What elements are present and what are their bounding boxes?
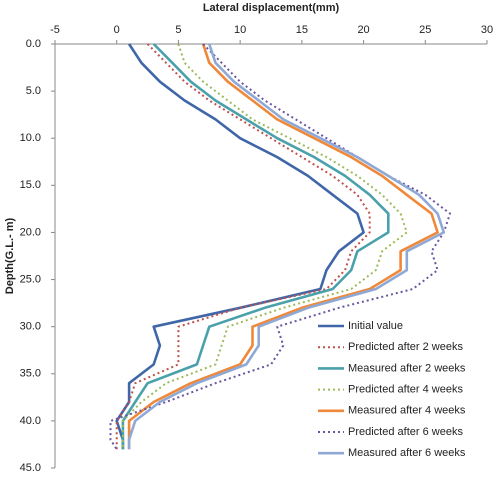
y-tick-label: 30.0 [20,321,41,333]
x-tick-label: 10 [234,24,246,36]
legend-label: Measured after 2 weeks [348,362,466,374]
y-tick-label: 15.0 [20,179,41,191]
series-line [115,43,371,450]
x-tick-label: 20 [357,24,369,36]
x-tick-label: 0 [114,24,120,36]
x-tick-label: 5 [175,24,181,36]
x-axis-title: Lateral displacement(mm) [203,2,340,14]
legend-label: Measured after 4 weeks [348,405,466,417]
x-tick-label: 30 [481,24,493,36]
x-tick-label: 25 [419,24,431,36]
y-tick-label: 35.0 [20,368,41,380]
y-tick-label: 10.0 [20,132,41,144]
x-tick-label: 15 [296,24,308,36]
y-tick-label: 40.0 [20,415,41,427]
legend-label: Predicted after 4 weeks [348,384,463,396]
legend-label: Measured after 6 weeks [348,447,466,459]
y-axis-title: Depth(G.L.- m) [4,217,16,294]
legend-label: Predicted after 6 weeks [348,426,463,438]
y-tick-label: 20.0 [20,226,41,238]
series-line [127,43,439,450]
y-tick-label: 45.0 [20,462,41,474]
series-line [121,43,408,450]
x-tick-label: -5 [50,24,60,36]
y-tick-label: 0.0 [26,38,41,50]
legend-label: Initial value [348,320,403,332]
y-tick-label: 25.0 [20,273,41,285]
series-line [127,43,446,450]
series-line [115,43,365,450]
y-tick-label: 5.0 [26,85,41,97]
legend-label: Predicted after 2 weeks [348,341,463,353]
series-line [121,43,390,450]
